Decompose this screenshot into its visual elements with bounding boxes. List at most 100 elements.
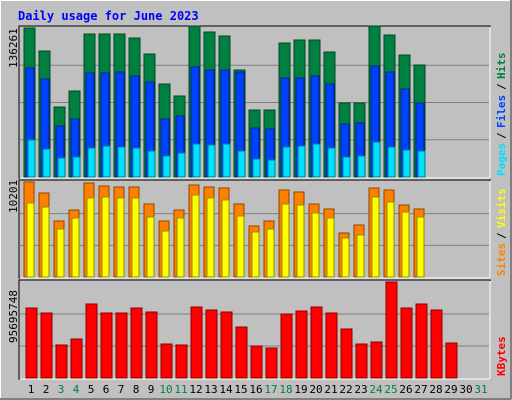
bar-kbytes-day-20 — [310, 306, 323, 379]
x-tick-label: 3 — [58, 383, 65, 396]
bar-kbytes-day-17 — [265, 347, 278, 379]
bar-kbytes-day-4 — [70, 338, 83, 379]
bar-kbytes-day-9 — [145, 311, 158, 379]
x-tick-label: 16 — [249, 383, 262, 396]
bar-pages-day-14 — [222, 143, 231, 178]
bar-sites-day-6 — [101, 196, 110, 278]
legend-files: Files — [495, 95, 508, 128]
bar-pages-day-24 — [372, 141, 381, 178]
x-tick-label: 7 — [118, 383, 125, 396]
bar-pages-day-13 — [207, 144, 216, 178]
bar-kbytes-day-29 — [445, 342, 458, 379]
bar-pages-day-19 — [297, 145, 306, 178]
bar-pages-day-15 — [237, 150, 246, 178]
x-tick-label: 9 — [148, 383, 155, 396]
panel-2-legend: Sites / Visits — [495, 188, 508, 276]
panel-2-ymax-label: 10201 — [7, 180, 20, 213]
panel-1-bars — [23, 25, 426, 178]
legend-sep-2: / — [495, 83, 508, 90]
panel-3-ymax-label: 95695748 — [7, 290, 20, 343]
bar-sites-day-13 — [206, 197, 215, 278]
bar-pages-day-2 — [42, 148, 51, 178]
x-tick-label: 12 — [189, 383, 202, 396]
x-tick-label: 11 — [174, 383, 187, 396]
x-tick-label: 15 — [234, 383, 247, 396]
bar-pages-day-9 — [147, 150, 156, 178]
bar-pages-day-3 — [57, 157, 66, 178]
legend-sep-3: / — [495, 232, 508, 239]
bar-sites-day-20 — [311, 212, 320, 278]
x-tick-label: 1 — [28, 383, 35, 396]
bar-kbytes-day-1 — [25, 307, 38, 379]
bar-sites-day-8 — [131, 197, 140, 278]
bar-kbytes-day-10 — [160, 343, 173, 379]
bar-pages-day-10 — [162, 155, 171, 178]
bar-sites-day-1 — [26, 202, 35, 278]
panel-1-legend: Pages / Files / Hits — [495, 53, 508, 177]
bar-kbytes-day-3 — [55, 344, 68, 379]
panel-3-bars — [25, 281, 458, 379]
bar-sites-day-27 — [416, 216, 425, 278]
bar-sites-day-10 — [161, 230, 170, 278]
bar-kbytes-day-8 — [130, 307, 143, 379]
x-tick-label: 2 — [43, 383, 50, 396]
bar-pages-day-22 — [342, 156, 351, 178]
bar-kbytes-day-11 — [175, 344, 188, 379]
bar-pages-day-8 — [132, 147, 141, 178]
bar-sites-day-3 — [56, 228, 65, 278]
bar-kbytes-day-19 — [295, 310, 308, 379]
bar-kbytes-day-16 — [250, 345, 263, 379]
x-tick-label: 10 — [159, 383, 172, 396]
bar-kbytes-day-23 — [355, 343, 368, 379]
x-tick-label: 14 — [219, 383, 233, 396]
bar-kbytes-day-7 — [115, 312, 128, 379]
bar-pages-day-4 — [72, 156, 81, 178]
bar-pages-day-16 — [252, 158, 261, 178]
bar-pages-day-18 — [282, 146, 291, 178]
x-axis-day-labels: 1 2 3 4 5 6 7 8 9 10 11 12 13 14 15 16 17 18 19 20 21 22 23 24 2… — [28, 383, 488, 396]
x-tick-label: 31 — [474, 383, 487, 396]
chart-title: Daily usage for June 2023 — [18, 9, 199, 23]
bar-sites-day-26 — [401, 211, 410, 278]
bar-sites-day-15 — [236, 215, 245, 278]
panel-hits-files-pages: 136261 Pages / Files / Hits — [7, 25, 508, 179]
bar-sites-day-22 — [341, 237, 350, 278]
panel-3-legend: KBytes — [495, 336, 508, 376]
bar-kbytes-day-25 — [385, 281, 398, 379]
bar-kbytes-day-26 — [400, 307, 413, 379]
x-tick-label: 6 — [103, 383, 110, 396]
bar-sites-day-17 — [266, 228, 275, 278]
bar-pages-day-6 — [102, 145, 111, 178]
x-tick-label: 21 — [324, 383, 337, 396]
legend-sep-1: / — [495, 132, 508, 139]
bar-kbytes-day-13 — [205, 309, 218, 379]
legend-hits: Hits — [495, 53, 508, 80]
legend-visits: Visits — [495, 188, 508, 228]
bar-sites-day-19 — [296, 204, 305, 278]
bar-pages-day-27 — [417, 150, 426, 178]
bar-sites-day-25 — [386, 201, 395, 278]
bar-sites-day-14 — [221, 199, 230, 278]
panel-kbytes: 95695748 KBytes — [7, 279, 508, 380]
bar-kbytes-day-15 — [235, 326, 248, 379]
bar-kbytes-day-27 — [415, 303, 428, 379]
bar-pages-day-11 — [177, 152, 186, 178]
bar-pages-day-20 — [312, 143, 321, 178]
x-tick-label: 17 — [264, 383, 277, 396]
bar-sites-day-4 — [71, 217, 80, 278]
x-tick-label: 22 — [339, 383, 352, 396]
x-tick-label: 19 — [294, 383, 307, 396]
x-tick-label: 26 — [399, 383, 412, 396]
x-tick-label: 20 — [309, 383, 322, 396]
bar-sites-day-12 — [191, 194, 200, 278]
x-tick-label: 24 — [369, 383, 383, 396]
bar-sites-day-16 — [251, 231, 260, 278]
bar-kbytes-day-28 — [430, 309, 443, 379]
bar-sites-day-9 — [146, 216, 155, 278]
bar-sites-day-18 — [281, 203, 290, 278]
x-tick-label: 23 — [354, 383, 367, 396]
panel-2-bars — [23, 181, 425, 278]
bar-pages-day-21 — [327, 147, 336, 178]
bar-sites-day-11 — [176, 217, 185, 278]
